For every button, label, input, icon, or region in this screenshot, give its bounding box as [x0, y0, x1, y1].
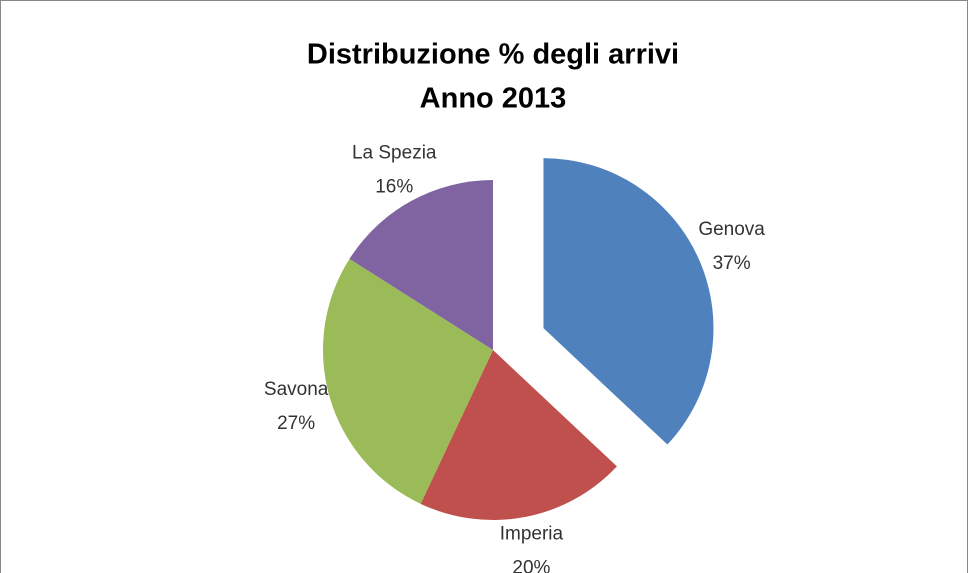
pie-slice [349, 180, 493, 350]
chart-subtitle: Anno 2013 [420, 83, 567, 115]
slice-label: Savona [264, 379, 329, 400]
slice-label: Genova [698, 219, 765, 240]
slice-label: La Spezia [352, 142, 437, 163]
slice-value-label: 37% [713, 253, 751, 274]
slice-value-label: 20% [512, 557, 550, 573]
pie-slice [323, 258, 493, 504]
pie-slice [420, 350, 617, 520]
chart-title: Distribuzione % degli arrivi [307, 39, 679, 71]
slice-label: Imperia [500, 523, 564, 544]
pie-slice [543, 158, 714, 445]
slice-value-label: 16% [375, 176, 413, 197]
slice-value-label: 27% [277, 413, 315, 434]
